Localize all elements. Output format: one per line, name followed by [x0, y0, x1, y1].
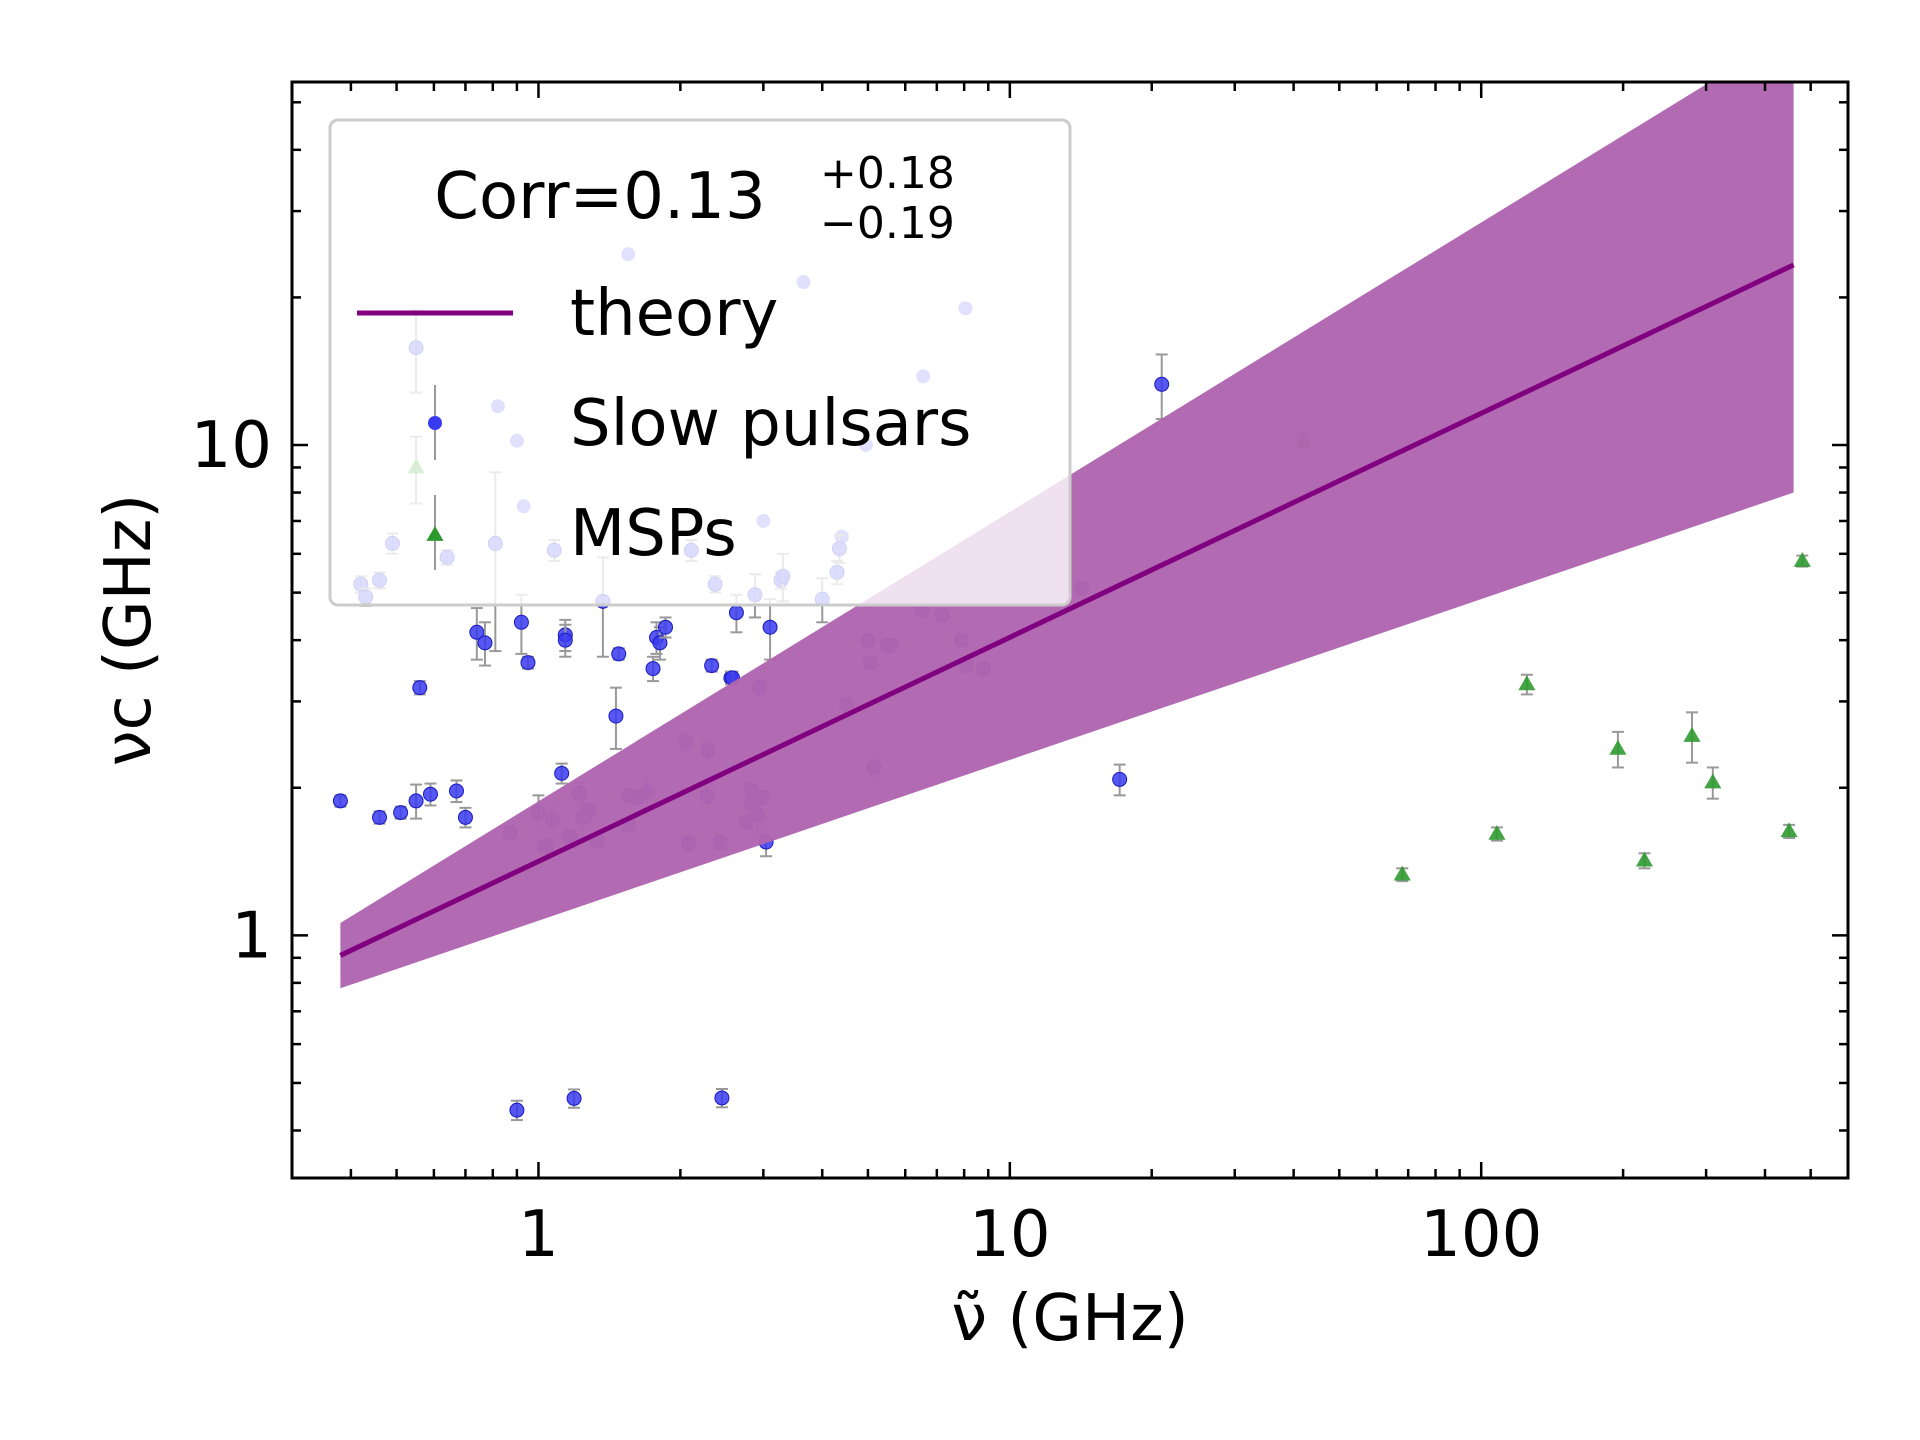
legend-label-slow-pulsars: Slow pulsars [570, 387, 971, 461]
legend-marker-slow-pulsars [428, 385, 442, 460]
slow-pulsar-point [332, 793, 348, 809]
legend-title: Corr=0.13 [434, 160, 765, 234]
slow-pulsar-point [714, 1090, 730, 1106]
slow-pulsar-point [412, 680, 428, 696]
slow-pulsar-point [422, 786, 438, 802]
slow-pulsar-point [658, 619, 674, 635]
slow-pulsar-point [509, 1102, 525, 1118]
legend-marker-msps [426, 495, 444, 570]
msp-point [1393, 865, 1411, 881]
msp-point [1635, 851, 1654, 867]
slow-pulsar-point [566, 1090, 582, 1106]
y-tick-label: 1 [231, 899, 272, 973]
slow-pulsar-point [557, 632, 573, 648]
legend-title-base: Corr=0.13 [434, 160, 765, 234]
slow-pulsar-point [372, 809, 388, 825]
slow-pulsar-point [448, 783, 464, 799]
legend-title-sub: −0.19 [820, 198, 955, 249]
msp-point [1518, 675, 1536, 691]
y-axis-label: νc (GHz) [92, 494, 166, 767]
slow-pulsar-point [513, 614, 529, 630]
y-tick-label: 10 [191, 409, 272, 483]
x-tick-label: 1 [518, 1198, 559, 1272]
legend: Corr=0.13 +0.18 −0.19 theory Slow pulsar… [328, 118, 1072, 607]
slow-pulsar-point [652, 635, 668, 651]
slow-pulsar-point [728, 605, 744, 621]
slow-pulsar-point [554, 765, 570, 781]
msp-point [1704, 773, 1722, 789]
msp-point [1488, 824, 1506, 840]
legend-label-theory: theory [570, 277, 778, 351]
msp-point [1609, 739, 1627, 755]
legend-box [328, 118, 1072, 607]
theory-line [339, 262, 1795, 958]
slow-pulsar-point [704, 658, 720, 674]
slow-pulsar-point [608, 708, 624, 724]
slow-pulsar-point [645, 661, 661, 677]
axis-ticks: 1 10 100 1 10 [191, 82, 1850, 1272]
slow-pulsar-point [457, 809, 473, 825]
x-tick-label: 10 [969, 1198, 1050, 1272]
legend-point-msp [426, 526, 444, 541]
msp-point [1793, 552, 1811, 567]
slow-pulsar-point [611, 646, 627, 662]
slow-pulsar-point [469, 624, 485, 640]
slow-pulsar-point [1112, 771, 1128, 787]
msp-point [1683, 727, 1701, 742]
legend-point-slow [428, 416, 442, 430]
x-tick-label: 100 [1420, 1198, 1542, 1272]
slow-pulsar-point [393, 805, 409, 821]
msp-point [1780, 822, 1798, 838]
slow-pulsar-point [1154, 376, 1170, 392]
x-axis-label: ν̃ (GHz) [951, 1282, 1188, 1356]
plot-frame [290, 80, 1850, 1180]
legend-label-msps: MSPs [570, 497, 737, 571]
slow-pulsar-point [762, 619, 778, 635]
slow-pulsar-point [408, 793, 424, 809]
legend-title-sup: +0.18 [820, 148, 955, 199]
slow-pulsar-point [520, 655, 536, 671]
slow-pulsar-point [477, 635, 493, 651]
